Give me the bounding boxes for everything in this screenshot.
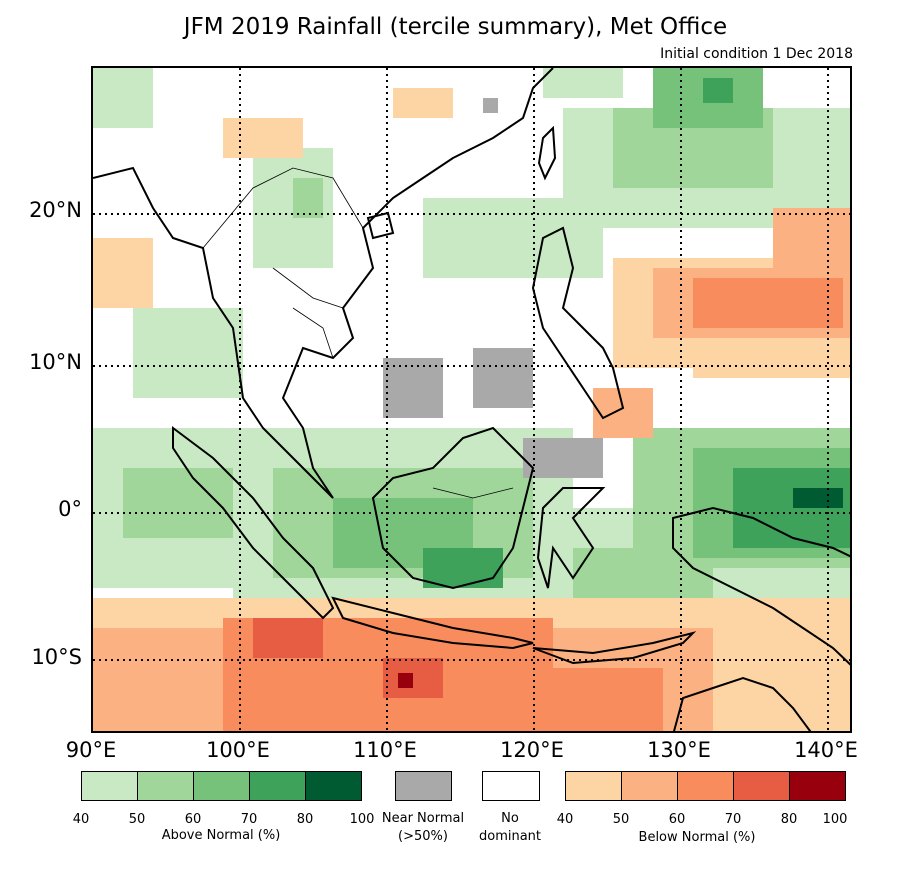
- coastlines: [93, 68, 850, 731]
- below-normal-swatch-4: [790, 772, 845, 800]
- above-normal-colorbar: [81, 771, 362, 801]
- near-normal-regions: [383, 98, 648, 478]
- lat-label-20n: 20°N: [29, 198, 82, 222]
- below-normal-swatch-0: [566, 772, 622, 800]
- initial-condition-subtitle: Initial condition 1 Dec 2018: [660, 46, 853, 62]
- near-normal-swatch: [395, 771, 452, 801]
- above-tick-70: 70: [240, 812, 258, 827]
- lat-label-10n: 10°N: [29, 350, 82, 374]
- lon-label-120e: 120°E: [500, 738, 564, 762]
- below-normal-regions: [93, 88, 850, 731]
- below-normal-swatch-2: [678, 772, 734, 800]
- map-area: [91, 66, 852, 733]
- below-normal-swatch-3: [734, 772, 790, 800]
- below-normal-swatch-1: [622, 772, 678, 800]
- above-normal-swatch-2: [194, 772, 250, 800]
- lat-label-10s: 10°S: [31, 645, 82, 669]
- above-tick-80: 80: [296, 812, 314, 827]
- below-tick-60: 60: [668, 812, 686, 827]
- near-normal-caption-line1: Near Normal: [381, 811, 465, 826]
- above-normal-swatch-3: [250, 772, 306, 800]
- lon-label-110e: 110°E: [353, 738, 417, 762]
- below-normal-colorbar: [565, 771, 846, 801]
- lon-label-100e: 100°E: [206, 738, 270, 762]
- above-normal-swatch-0: [82, 772, 138, 800]
- above-normal-swatch-4: [306, 772, 361, 800]
- below-tick-40: 40: [556, 812, 574, 827]
- above-normal-caption: Above Normal (%): [161, 828, 281, 843]
- above-tick-100: 100: [349, 812, 375, 827]
- lon-label-140e: 140°E: [794, 738, 858, 762]
- no-dominant-caption-line2: dominant: [478, 829, 542, 844]
- country-borders: [202, 167, 514, 499]
- above-tick-50: 50: [128, 812, 146, 827]
- above-tick-60: 60: [184, 812, 202, 827]
- above-normal-swatch-1: [138, 772, 194, 800]
- below-tick-50: 50: [612, 812, 630, 827]
- below-normal-caption: Below Normal (%): [638, 830, 756, 845]
- below-tick-80: 80: [780, 812, 798, 827]
- below-tick-70: 70: [724, 812, 742, 827]
- below-tick-100: 100: [822, 812, 848, 827]
- lon-label-90e: 90°E: [65, 738, 117, 762]
- no-dominant-caption-line1: No: [501, 811, 519, 826]
- lat-label-0: 0°: [58, 497, 82, 521]
- above-normal-regions: [93, 68, 850, 618]
- no-dominant-swatch: [482, 771, 540, 801]
- rainfall-map: [93, 68, 850, 731]
- above-tick-40: 40: [72, 812, 90, 827]
- map-title: JFM 2019 Rainfall (tercile summary), Met…: [183, 14, 728, 40]
- gridlines: [93, 68, 850, 731]
- lon-label-130e: 130°E: [647, 738, 711, 762]
- near-normal-caption-line2: (>50%): [398, 829, 448, 844]
